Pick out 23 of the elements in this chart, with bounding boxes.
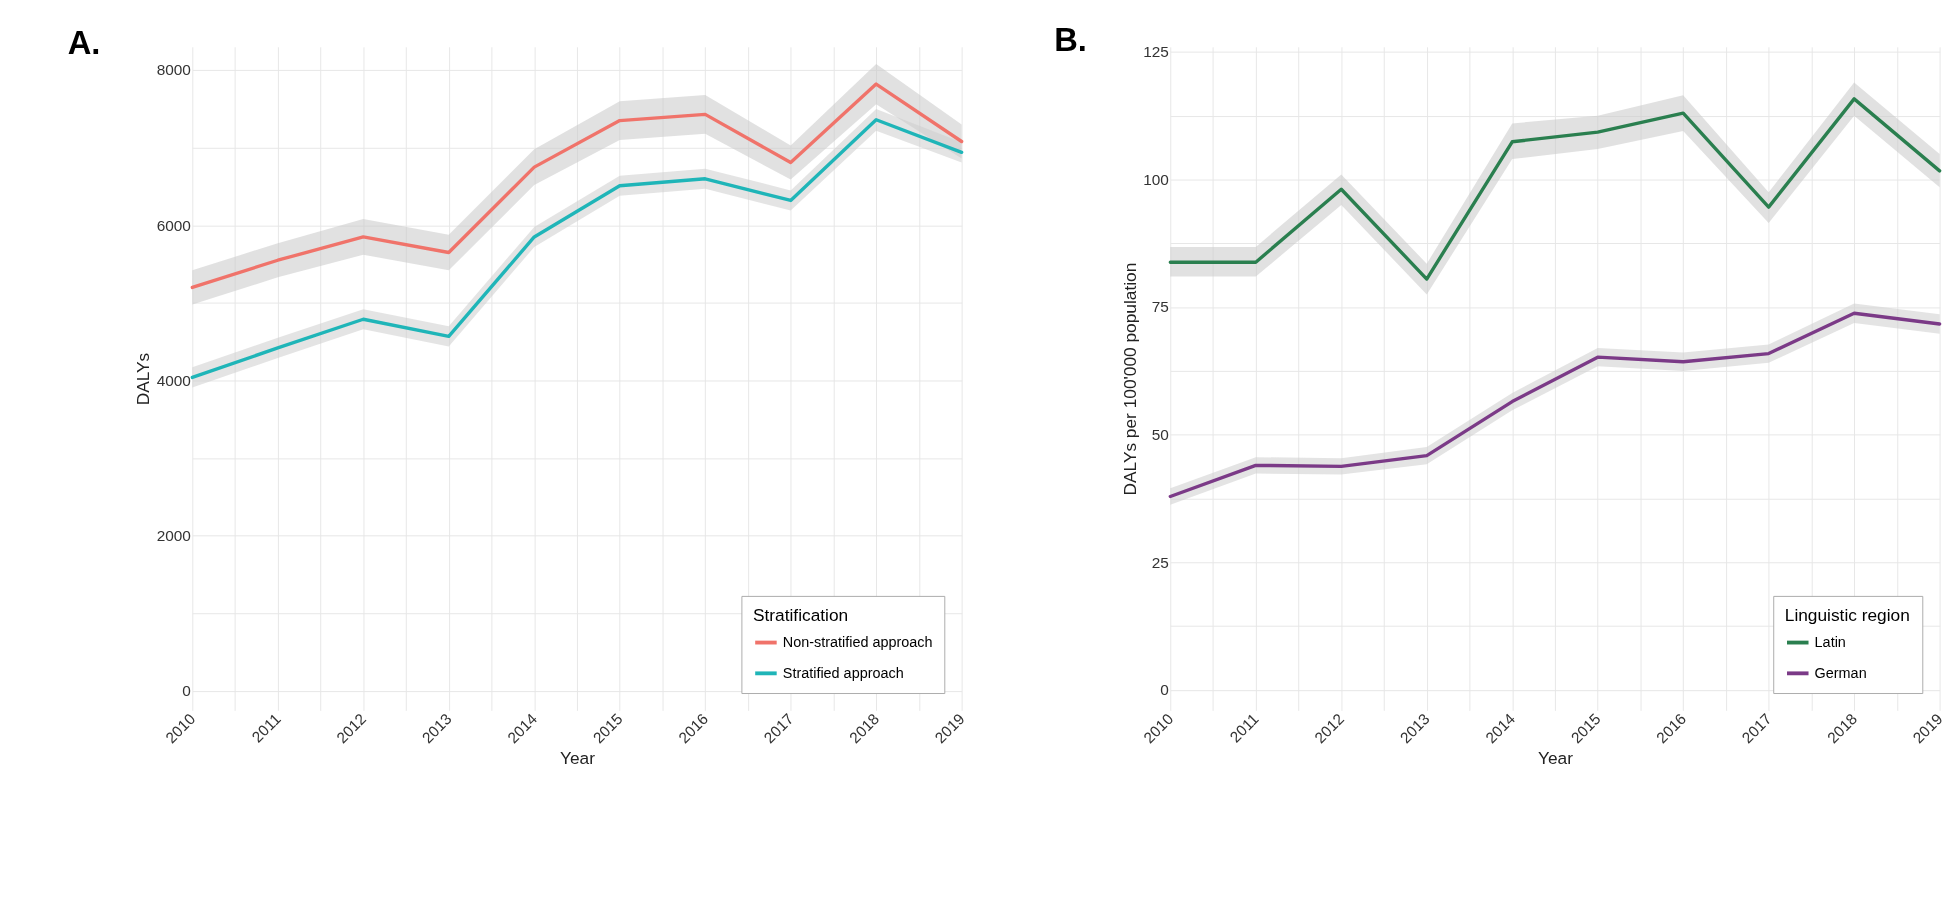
- legend-title: Linguistic region: [1784, 604, 1910, 625]
- legend-label: Latin: [1814, 634, 1846, 651]
- y-axis-title: DALYs: [132, 352, 153, 406]
- y-tick-label: 2000: [156, 527, 191, 545]
- y-tick-label: 8000: [156, 61, 191, 79]
- y-tick-label: 75: [1151, 298, 1169, 316]
- legend-title: Stratification: [752, 604, 849, 625]
- y-axis-title: DALYs per 100'000 population: [1119, 262, 1140, 496]
- chart-title: B.: [1054, 20, 1087, 58]
- y-tick-label: 100: [1143, 170, 1169, 188]
- y-tick-label: 50: [1151, 426, 1169, 444]
- y-tick-label: 0: [182, 682, 191, 700]
- y-tick-label: 25: [1151, 553, 1169, 571]
- chart-title: A.: [67, 23, 101, 61]
- y-tick-label: 125: [1143, 43, 1169, 61]
- legend-label: Non-stratified approach: [782, 634, 933, 651]
- y-tick-label: 4000: [156, 371, 191, 389]
- legend-label: Stratified approach: [782, 665, 904, 682]
- x-axis-title: Year: [559, 747, 596, 768]
- legend-label: German: [1814, 665, 1867, 682]
- y-tick-label: 0: [1160, 681, 1169, 699]
- y-tick-label: 6000: [156, 216, 191, 234]
- x-axis-title: Year: [1537, 747, 1574, 768]
